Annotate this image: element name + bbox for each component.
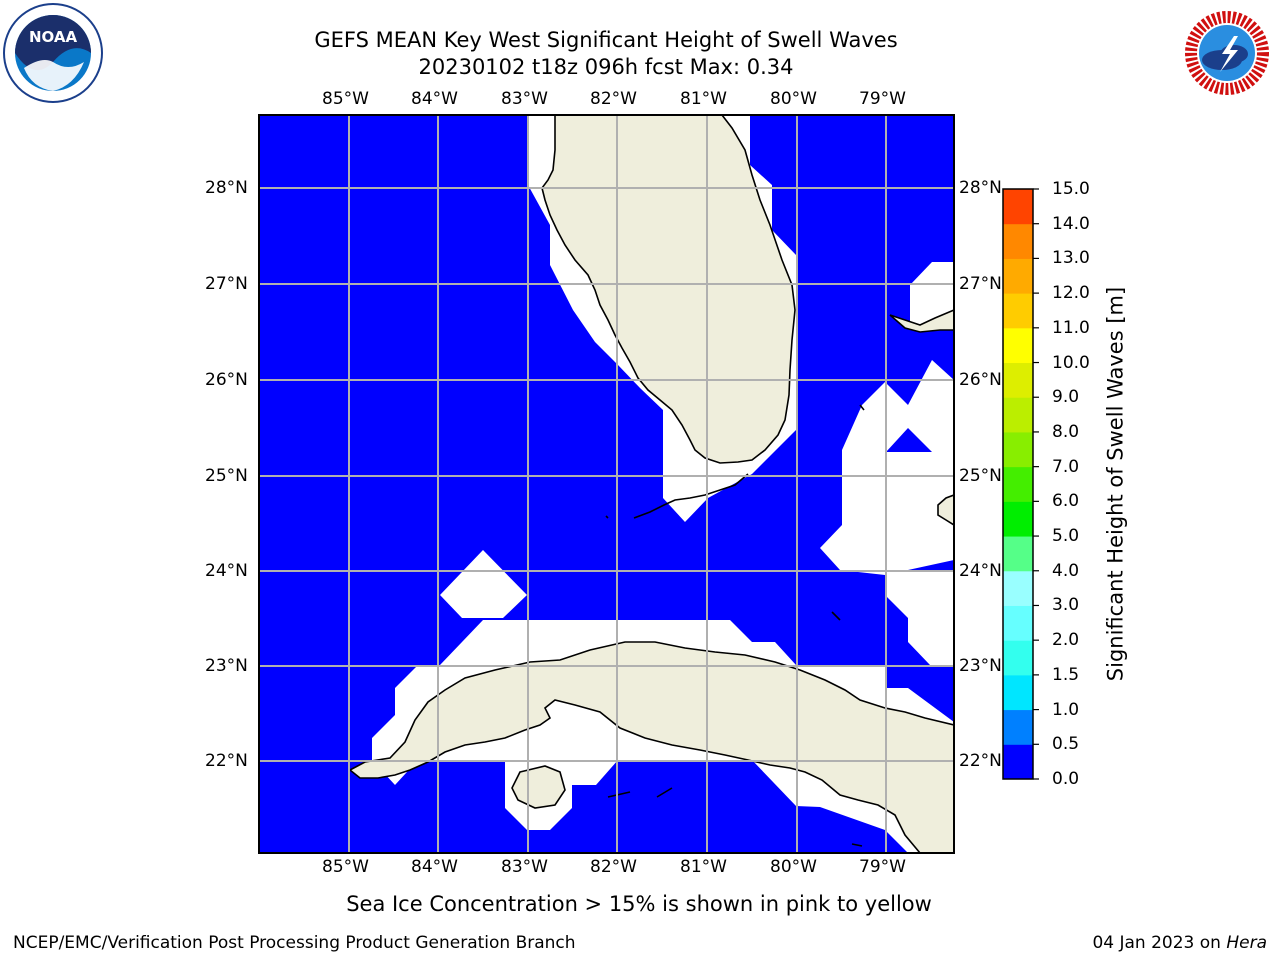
colorbar-label: Significant Height of Swell Waves [m] (1103, 286, 1128, 682)
colorbar-segment (1003, 744, 1033, 780)
lat-tick-right: 28°N (959, 178, 1002, 198)
florida-keys (605, 404, 865, 847)
florida-peninsula (541, 115, 796, 464)
colorbar-tick-label: 6.0 (1052, 491, 1080, 512)
footer-branch: NCEP/EMC/Verification Post Processing Pr… (13, 933, 576, 953)
lon-tick-bottom: 85°W (322, 857, 369, 877)
colorbar-segment (1003, 327, 1033, 364)
colorbar-tick-label: 5.0 (1052, 526, 1080, 547)
lat-tick-left: 27°N (205, 274, 248, 294)
colorbar-tick-label: 0.5 (1052, 734, 1080, 755)
lat-tick-right: 25°N (959, 466, 1002, 486)
colorbar-tick-label: 1.5 (1052, 664, 1080, 685)
colorbar-tick-label: 13.0 (1052, 248, 1090, 269)
colorbar-segment (1003, 605, 1033, 641)
colorbar-tick-label: 4.0 (1052, 560, 1080, 581)
isla-de-la-juventud (511, 765, 566, 809)
lat-tick-right: 27°N (959, 274, 1002, 294)
lat-tick-left: 26°N (205, 370, 248, 390)
colorbar-segment (1003, 640, 1033, 676)
colorbar-tick-label: 14.0 (1052, 213, 1090, 234)
lon-tick-top: 85°W (322, 89, 369, 109)
colorbar-segment (1003, 293, 1033, 329)
chart-subtitle: 20230102 t18z 096h fcst Max: 0.34 (418, 55, 794, 79)
lon-tick-bottom: 84°W (411, 857, 458, 877)
colorbar-tick-label: 0.0 (1052, 769, 1080, 789)
colorbar-segment (1003, 397, 1033, 433)
gridlines (259, 115, 954, 853)
footer-host: Hera (1226, 933, 1267, 953)
lon-tick-bottom: 83°W (501, 857, 548, 877)
lat-tick-left: 24°N (205, 561, 248, 581)
colorbar-tick-label: 10.0 (1052, 352, 1090, 373)
lat-tick-left: 25°N (205, 466, 248, 486)
lat-tick-right: 26°N (959, 370, 1002, 390)
lat-tick-right: 23°N (959, 656, 1002, 676)
colorbar-segment (1003, 466, 1033, 502)
lon-tick-top: 81°W (680, 89, 727, 109)
colorbar-segment (1003, 189, 1033, 225)
colorbar-segment (1003, 362, 1033, 398)
colorbar-frame (1002, 188, 1034, 780)
noaa-logo-text: NOAA (29, 28, 78, 46)
colorbar-segment (1003, 223, 1033, 259)
footer-date-text: 04 Jan 2023 on (1092, 933, 1221, 953)
lon-tick-bottom: 81°W (680, 857, 727, 877)
lon-tick-top: 84°W (411, 89, 458, 109)
lat-tick-right: 24°N (959, 561, 1002, 581)
colorbar-tick-label: 9.0 (1052, 387, 1080, 408)
lat-tick-left: 28°N (205, 178, 248, 198)
colorbar-segment (1003, 501, 1033, 537)
colorbar-segment (1003, 536, 1033, 572)
colorbar-tick-label: 7.0 (1052, 456, 1080, 477)
lat-tick-right: 22°N (959, 751, 1002, 771)
colorbar-tick-label: 11.0 (1052, 317, 1090, 338)
colorbar-tick-label: 12.0 (1052, 283, 1090, 304)
colorbar-tick-label: 1.0 (1052, 699, 1080, 720)
colorbar-segment (1003, 709, 1033, 745)
colorbar-segment (1003, 570, 1033, 606)
colorbar-tick-label: 3.0 (1052, 595, 1080, 616)
colorbar-segment (1003, 431, 1033, 468)
lon-tick-top: 83°W (501, 89, 548, 109)
andros-island (937, 494, 954, 526)
nws-logo-icon (1178, 4, 1276, 102)
lat-tick-left: 22°N (205, 751, 248, 771)
lon-tick-bottom: 79°W (859, 857, 906, 877)
lon-tick-bottom: 82°W (590, 857, 637, 877)
lon-tick-bottom: 80°W (770, 857, 817, 877)
colorbar-segment (1003, 258, 1033, 294)
colorbar-tick-label: 8.0 (1052, 421, 1080, 442)
colorbar (1002, 188, 1039, 780)
chart-title: GEFS MEAN Key West Significant Height of… (314, 28, 898, 52)
colorbar-segment (1003, 674, 1033, 711)
grand-bahama (889, 309, 954, 333)
lon-tick-top: 82°W (590, 89, 637, 109)
noaa-logo-icon: NOAA (3, 3, 103, 103)
footer-date: 04 Jan 2023 on Hera (1092, 933, 1267, 953)
map-frame (258, 114, 955, 854)
lat-tick-left: 23°N (205, 656, 248, 676)
colorbar-tick-label: 2.0 (1052, 630, 1080, 651)
lon-tick-top: 80°W (770, 89, 817, 109)
sea-ice-note: Sea Ice Concentration > 15% is shown in … (346, 892, 932, 916)
colorbar-tick-label: 15.0 (1052, 179, 1090, 199)
lon-tick-top: 79°W (859, 89, 906, 109)
